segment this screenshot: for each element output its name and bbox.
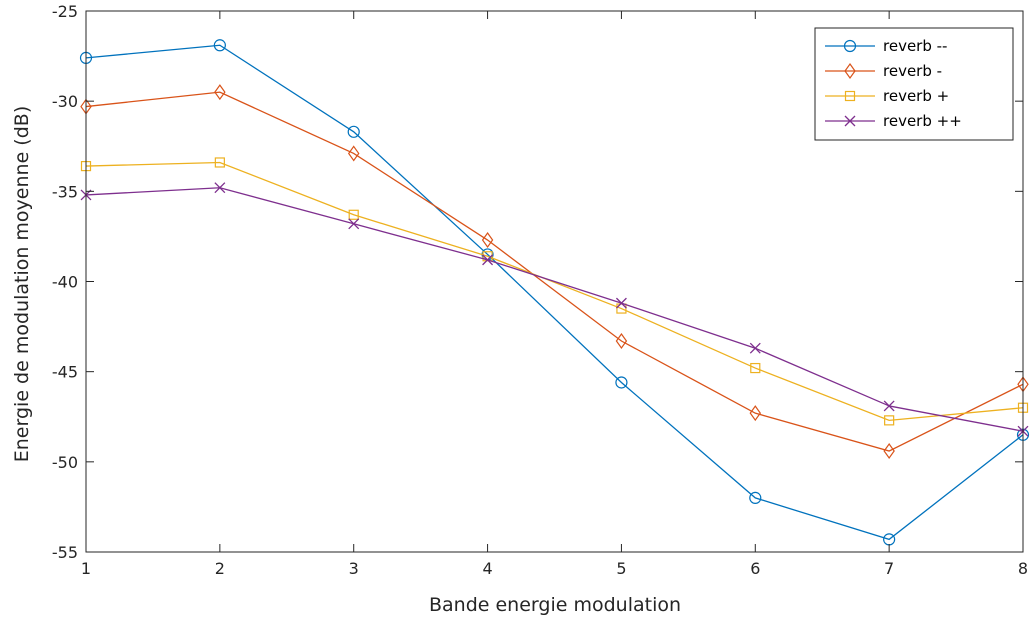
x-tick-label: 4 — [482, 559, 492, 578]
series-2 — [80, 84, 1029, 460]
series-line — [85, 44, 1024, 541]
square-marker — [348, 209, 359, 220]
y-tick-label: -50 — [52, 453, 78, 472]
diamond-marker — [481, 231, 494, 249]
cross-marker — [348, 218, 360, 230]
series-layer — [79, 39, 1030, 546]
cross-marker — [749, 342, 761, 354]
series-line — [85, 187, 1024, 432]
x-tick-label: 2 — [215, 559, 225, 578]
y-tick-label: -35 — [52, 182, 78, 201]
series-line — [85, 161, 1024, 422]
legend-entry: reverb -- — [825, 37, 947, 55]
data-point — [214, 84, 226, 101]
data-point — [883, 400, 895, 412]
x-tick-label: 7 — [884, 559, 894, 578]
data-point — [749, 405, 762, 422]
cross-marker — [214, 182, 226, 194]
legend-entry: reverb + — [825, 87, 949, 105]
circle-marker — [749, 491, 762, 504]
x-tick-label: 5 — [616, 559, 626, 578]
data-point — [749, 491, 762, 504]
square-marker — [214, 157, 225, 168]
data-point — [481, 231, 494, 249]
diamond-marker — [615, 332, 628, 350]
x-tick-label: 1 — [81, 559, 91, 578]
data-point — [348, 209, 359, 220]
legend-label: reverb ++ — [883, 112, 962, 130]
data-point — [884, 415, 895, 426]
diamond-marker — [844, 62, 856, 80]
cross-marker — [883, 400, 895, 412]
cross-marker — [615, 297, 627, 309]
x-tick-label: 3 — [349, 559, 359, 578]
legend-entry: reverb - — [825, 62, 942, 80]
cross-marker — [844, 115, 856, 127]
square-marker — [750, 362, 761, 374]
diamond-marker — [749, 405, 762, 422]
y-tick-label: -40 — [52, 273, 78, 292]
square-marker — [844, 90, 856, 102]
x-tick-label: 8 — [1018, 559, 1028, 578]
data-point — [213, 39, 226, 52]
diamond-marker — [347, 145, 360, 162]
data-point — [750, 362, 761, 374]
diamond-marker — [214, 84, 226, 101]
x-axis-label: Bande energie modulation — [429, 594, 681, 616]
axes-layer: 1 2 3 4 5 6 7 8 -25 -30 -35 -40 -45 -50 -55 — [52, 2, 1028, 578]
circle-marker — [213, 39, 226, 52]
legend-entry: reverb ++ — [825, 112, 962, 130]
data-point — [214, 157, 225, 168]
data-point — [482, 254, 494, 266]
y-axis-label: Energie de modulation moyenne (dB) — [11, 106, 33, 462]
data-point — [615, 332, 628, 350]
cross-marker — [482, 254, 494, 266]
circle-marker — [843, 39, 857, 53]
legend-label: reverb - — [883, 62, 942, 80]
series-line — [85, 91, 1024, 452]
data-point — [615, 376, 628, 389]
diamond-marker — [883, 442, 895, 460]
y-tick-label: -30 — [52, 92, 78, 111]
data-point — [214, 182, 226, 194]
data-point — [348, 218, 360, 230]
legend-label: reverb -- — [883, 37, 947, 55]
data-point — [615, 297, 627, 309]
data-point — [347, 125, 360, 138]
y-tick-label: -45 — [52, 363, 78, 382]
square-marker — [884, 415, 895, 426]
data-point — [347, 145, 360, 162]
circle-marker — [347, 125, 360, 138]
data-point — [749, 342, 761, 354]
legend: reverb -- reverb - reverb + reverb ++ — [814, 27, 1014, 141]
circle-marker — [615, 376, 628, 389]
y-tick-label: -25 — [52, 2, 78, 21]
y-tick-label: -55 — [52, 543, 78, 562]
x-tick-label: 6 — [750, 559, 760, 578]
legend-label: reverb + — [883, 87, 949, 105]
data-point — [883, 442, 895, 460]
